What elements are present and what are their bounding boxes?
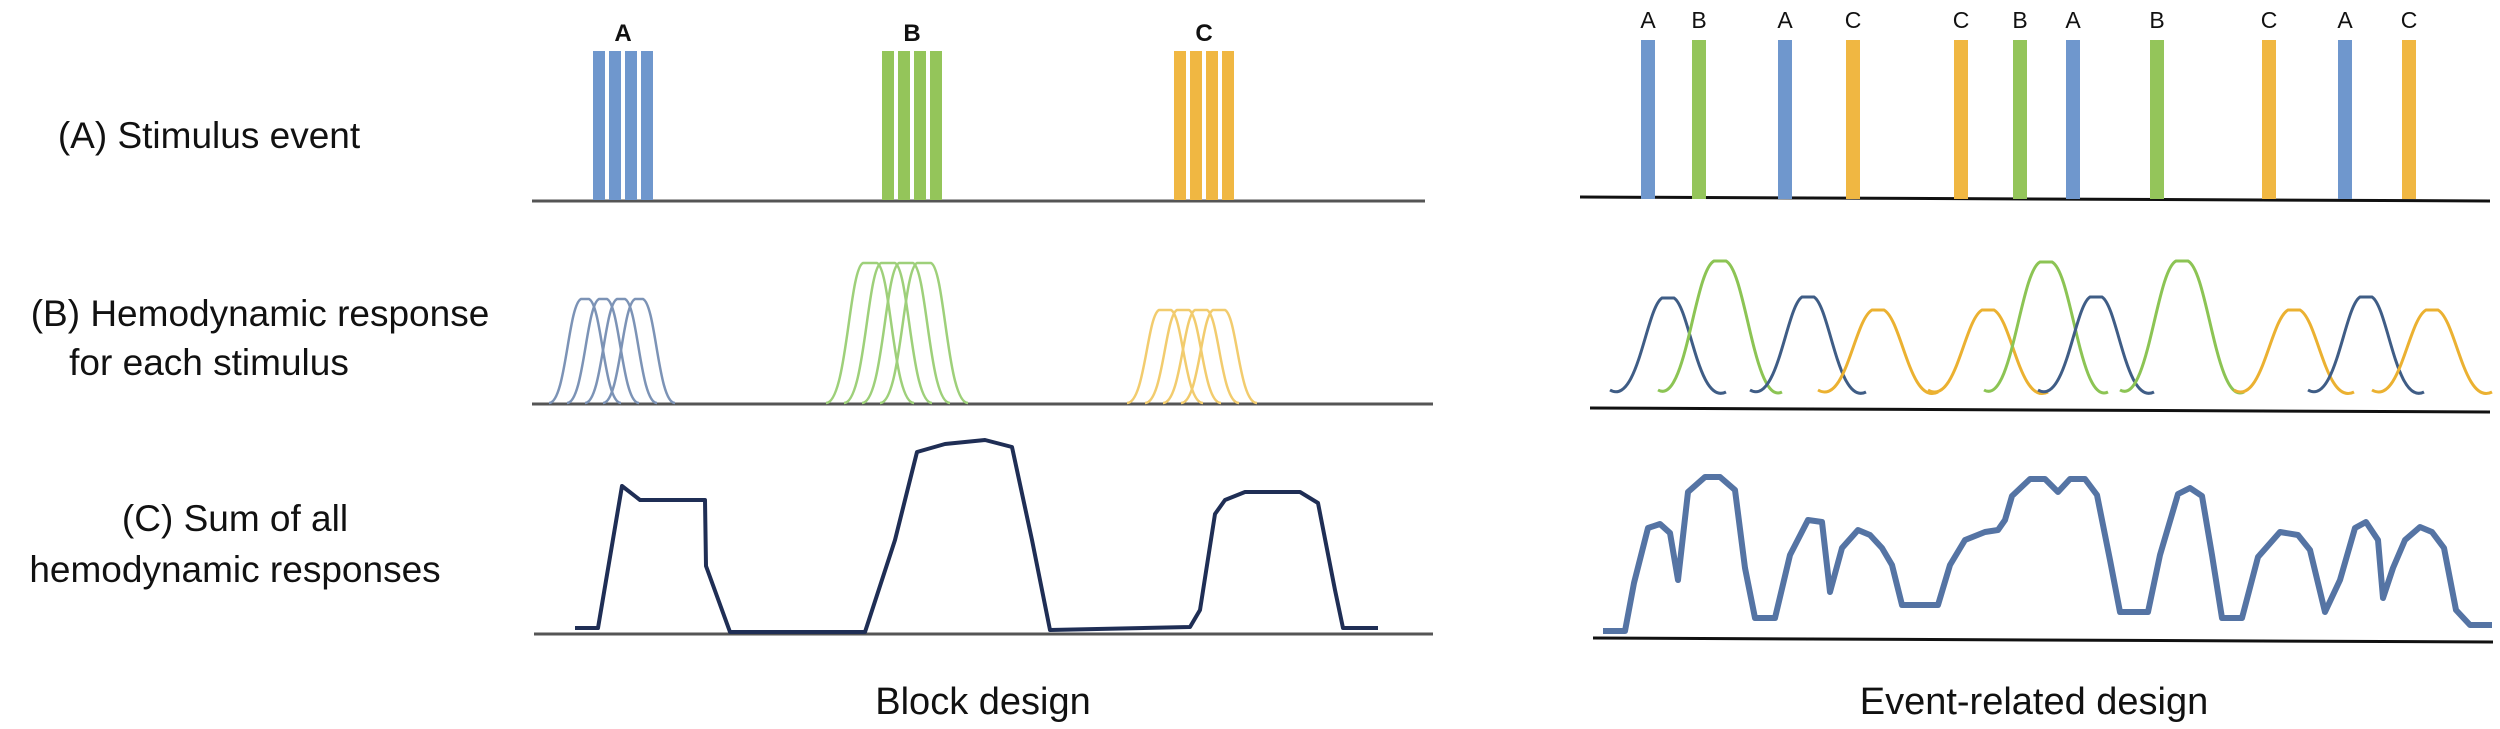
event-hrf-curve-b xyxy=(2119,259,2245,395)
event-stimulus-bar-a xyxy=(2066,40,2080,199)
block-hrf-curve-b xyxy=(879,261,969,405)
block-hrf-curve-a xyxy=(566,297,640,405)
block-stimulus-bar-b xyxy=(882,51,894,200)
block-hrf-curve-b xyxy=(825,261,915,405)
event-stimulus-label: B xyxy=(1691,7,1706,33)
event-hrf-curve-b xyxy=(1657,259,1783,395)
block-stimulus-bar-a xyxy=(609,51,621,200)
caption-event-related-design: Event-related design xyxy=(1860,681,2209,723)
event-stimulus-label: A xyxy=(2065,7,2081,33)
event-stimulus-bar-c xyxy=(2262,40,2276,199)
event-stimulus-bar-b xyxy=(1692,40,1706,199)
event-stimulus-label: B xyxy=(2149,7,2164,33)
event-hrf-curve-c xyxy=(1817,308,1939,395)
event-hrf-curve-c xyxy=(2371,308,2493,395)
event-hrf-curve-c xyxy=(2233,308,2355,395)
block-hrf-curve-c xyxy=(1162,308,1240,405)
event-hrf-curve-b xyxy=(1983,260,2109,395)
block-stimulus-bar-c xyxy=(1174,51,1186,200)
event-stimulus-label: A xyxy=(2337,7,2353,33)
event-hrf-baseline xyxy=(1589,406,2491,414)
block-stimulus-bar-c xyxy=(1206,51,1218,200)
block-stimulus-bar-a xyxy=(625,51,637,200)
event-hrf-curve-a xyxy=(1609,296,1727,395)
event-hemodynamic-responses xyxy=(1609,259,2493,395)
event-stimulus-label: C xyxy=(2401,7,2418,33)
block-stimulus-bar-a xyxy=(641,51,653,200)
block-hrf-curve-a xyxy=(584,297,658,405)
block-summed-hemodynamic-line xyxy=(575,438,1378,634)
row-label-hemodynamic-line2: for each stimulus xyxy=(69,342,349,383)
event-summed-response xyxy=(1603,474,2492,634)
event-hrf-curve-a xyxy=(2307,295,2425,395)
event-hrf-curve-a xyxy=(2037,295,2155,395)
block-hrf-curve-c xyxy=(1144,308,1222,405)
block-stimulus-bar-c xyxy=(1222,51,1234,200)
event-stimulus-bar-a xyxy=(1778,40,1792,199)
event-stimulus-bar-a xyxy=(2338,40,2352,199)
event-summed-hemodynamic-line xyxy=(1603,474,2492,634)
event-stimulus-label: C xyxy=(2261,7,2278,33)
event-stimulus-bar-b xyxy=(2013,40,2027,199)
event-sum-baseline xyxy=(1592,636,2494,644)
event-stimulus-label: C xyxy=(1845,7,1862,33)
block-stimulus-events: A B C xyxy=(593,20,1234,200)
row-label-hemodynamic-line1: (B) Hemodynamic response xyxy=(31,293,490,334)
event-stimulus-label: A xyxy=(1640,7,1656,33)
row-label-sum-line1: (C) Sum of all xyxy=(122,498,348,539)
block-stimulus-bar-c xyxy=(1190,51,1202,200)
block-hrf-curve-c xyxy=(1180,308,1258,405)
event-stimulus-label: C xyxy=(1953,7,1970,33)
event-stimulus-bar-a xyxy=(1641,40,1655,199)
event-stimulus-bar-c xyxy=(1846,40,1860,199)
block-hrf-curve-b xyxy=(843,261,933,405)
event-stimulus-bar-b xyxy=(2150,40,2164,199)
event-hrf-curve-a xyxy=(1749,295,1867,395)
block-stimulus-label: A xyxy=(614,20,631,47)
row-label-stimulus-event: (A) Stimulus event xyxy=(58,115,361,156)
row-label-sum-line2: hemodynamic responses xyxy=(29,549,440,590)
event-stimulus-bar-c xyxy=(2402,40,2416,199)
event-stimulus-baseline xyxy=(1579,195,2491,203)
block-summed-response xyxy=(575,438,1378,634)
block-hrf-curve-a xyxy=(602,297,676,405)
caption-block-design: Block design xyxy=(875,681,1090,723)
block-hemodynamic-responses xyxy=(548,261,1258,405)
block-hrf-curve-a xyxy=(548,297,622,405)
block-stimulus-bar-a xyxy=(593,51,605,200)
event-stimulus-label: B xyxy=(2012,7,2027,33)
block-hrf-curve-b xyxy=(861,261,951,405)
block-stimulus-label: B xyxy=(903,20,920,47)
block-stimulus-bar-b xyxy=(930,51,942,200)
block-stimulus-bar-b xyxy=(914,51,926,200)
event-stimulus-label: A xyxy=(1777,7,1793,33)
block-stimulus-bar-b xyxy=(898,51,910,200)
block-hrf-curve-c xyxy=(1126,308,1204,405)
event-stimulus-bar-c xyxy=(1954,40,1968,199)
block-stimulus-label: C xyxy=(1195,20,1212,47)
event-hrf-curve-c xyxy=(1927,308,2049,395)
